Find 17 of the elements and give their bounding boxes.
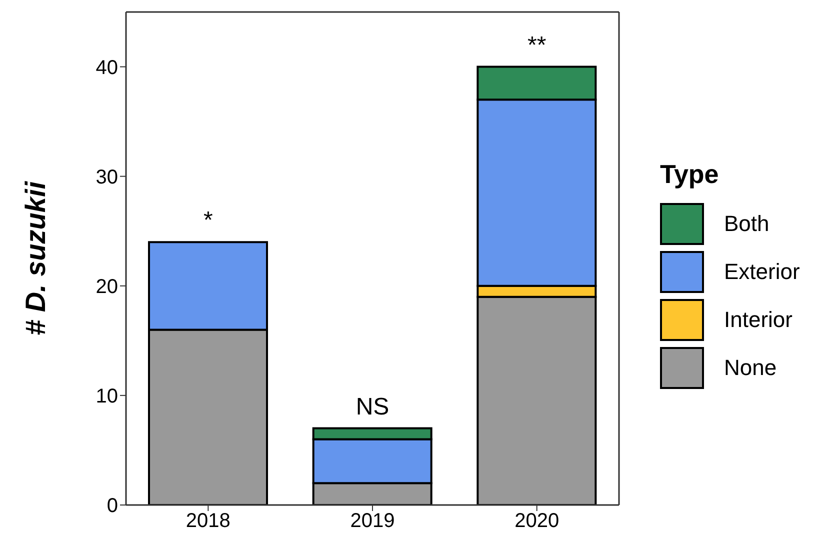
legend-label: None [724,355,777,381]
x-tick-label: 2018 [186,510,230,532]
y-tick-label: 40 [96,56,118,79]
annotation: NS [356,393,390,420]
y-tick-label: 30 [96,166,118,188]
x-tick-label: 2020 [514,510,560,532]
y-tick-label: 10 [96,386,118,408]
annotation: ** [527,32,546,59]
legend-title: Type [660,159,720,190]
legend-label: Interior [724,307,792,333]
legend-label: Both [724,211,770,237]
y-tick-label: 0 [106,495,118,518]
y-tick-label: 20 [96,276,118,298]
annotation: * [203,207,213,234]
x-tick-label: 2019 [350,510,395,532]
legend-label: Exterior [724,259,800,285]
y-axis-title: # D. suzukii [20,180,51,336]
